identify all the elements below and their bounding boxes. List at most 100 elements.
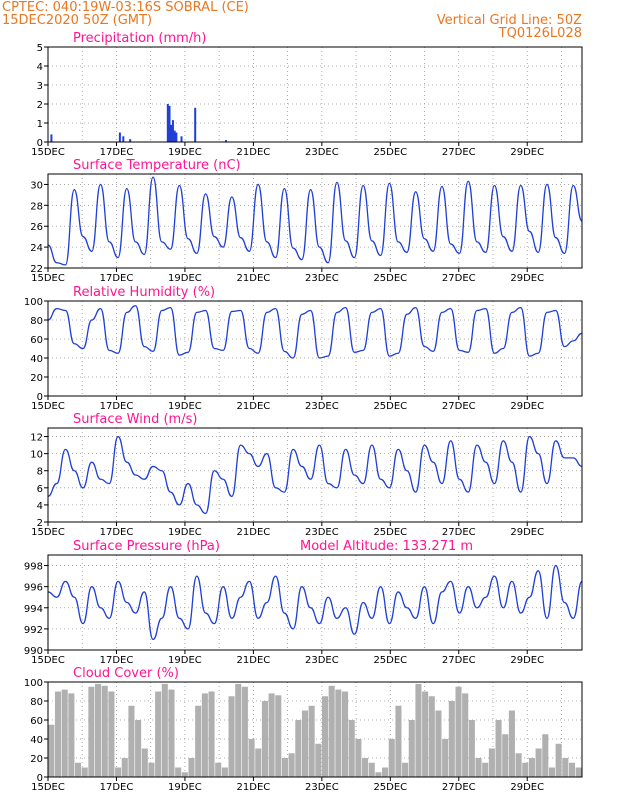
panel6-bar <box>522 762 529 777</box>
panel6-bar <box>68 693 75 777</box>
panel6-xtick-label: 27DEC <box>442 782 476 793</box>
panel6-ytick-label: 40 <box>30 735 43 746</box>
panel6-bar <box>502 734 509 777</box>
panel4-ytick-label: 2 <box>37 518 43 529</box>
panel2-ytick-label: 30 <box>30 180 43 191</box>
panel5-xtick-label: 15DEC <box>31 655 65 666</box>
panel2-xtick-label: 21DEC <box>237 273 271 284</box>
panel3-xtick-label: 19DEC <box>168 401 202 412</box>
panel6-bar <box>168 689 175 777</box>
panel6-bar <box>208 691 215 777</box>
panel4-xtick-label: 25DEC <box>373 527 407 538</box>
panel1-xtick-label: 29DEC <box>510 147 544 158</box>
panel3-ytick-label: 80 <box>30 316 43 327</box>
panel4-xtick-label: 27DEC <box>442 527 476 538</box>
panel3-ytick-label: 0 <box>37 392 43 403</box>
panel2-xtick-label: 27DEC <box>442 273 476 284</box>
panel6-bar <box>375 772 382 777</box>
panel6-bar <box>201 693 208 777</box>
panel5-frame <box>47 554 583 651</box>
panel1-ytick-label: 5 <box>37 43 43 54</box>
panel5-xtick-label: 27DEC <box>442 655 476 666</box>
panel6-bar <box>568 762 576 777</box>
panel6-xtick-label: 19DEC <box>168 782 202 793</box>
panel4-xtick-label: 17DEC <box>100 527 134 538</box>
panel6-bar <box>141 748 148 777</box>
panel4-ytick-label: 12 <box>30 433 43 444</box>
panel1-bar <box>166 104 169 142</box>
panel4-ytick-label: 10 <box>30 450 43 461</box>
panel2-frame <box>47 173 583 269</box>
panel1-title: Precipitation (mm/h) <box>73 31 206 46</box>
panel5-ytick-label: 996 <box>24 583 43 594</box>
panel6-bar <box>348 720 355 777</box>
panel6-bar <box>148 762 155 777</box>
panel6-bar <box>321 696 329 777</box>
panel6-bar <box>408 720 415 777</box>
panel6-ytick-label: 0 <box>37 773 43 784</box>
panel6-bar <box>382 767 389 777</box>
panel5-xtick-label: 21DEC <box>237 655 271 666</box>
panel6-bar <box>475 758 482 777</box>
panel6-bar <box>355 739 362 777</box>
panel6-xtick-label: 25DEC <box>373 782 407 793</box>
panel6-bar <box>462 693 469 777</box>
panel6-bar <box>575 767 582 777</box>
panel2-xtick-label: 17DEC <box>100 273 134 284</box>
panel6-bar <box>181 772 188 777</box>
panel3-series-line <box>47 305 583 359</box>
panel5-annotation: Model Altitude: 133.271 m <box>300 539 473 554</box>
panel6-bar <box>428 696 435 777</box>
panel6-bar <box>308 705 315 777</box>
panel6-bar <box>528 758 535 777</box>
panel6-bar <box>161 683 168 777</box>
panel6-frame <box>47 681 583 778</box>
panel6-bar <box>61 689 68 777</box>
panel1-bar <box>170 124 173 142</box>
panel5-xtick-label: 19DEC <box>168 655 202 666</box>
panel2-series-line <box>47 176 583 266</box>
panel3-xtick-label: 23DEC <box>305 401 339 412</box>
panel6-bar <box>281 758 288 777</box>
panel6-bar <box>288 753 295 777</box>
panel6-bar <box>342 691 349 777</box>
panel2-xtick-label: 19DEC <box>168 273 202 284</box>
panel1-xtick-label: 23DEC <box>305 147 339 158</box>
panel1-ytick-label: 2 <box>37 100 43 111</box>
panel6-bar <box>248 739 255 777</box>
panel1-xtick-label: 17DEC <box>100 147 134 158</box>
panel3-xtick-label: 27DEC <box>442 401 476 412</box>
model-code: TQ0126L028 <box>498 26 582 41</box>
panel5-ytick-label: 998 <box>24 562 43 573</box>
panel4-title: Surface Wind (m/s) <box>73 412 197 427</box>
panel4-xtick-label: 21DEC <box>237 527 271 538</box>
panel5-xtick-label: 25DEC <box>373 655 407 666</box>
panel6-bar <box>362 758 369 777</box>
panel3-ytick-label: 60 <box>30 335 43 346</box>
panel6-bar <box>261 701 268 777</box>
panel1-bar <box>173 130 176 142</box>
panel6-bar <box>495 720 502 777</box>
panel6-bar <box>301 710 309 777</box>
panel6-ytick-label: 60 <box>30 716 43 727</box>
panel1-ytick-label: 1 <box>37 119 43 130</box>
panel6-bar <box>328 685 335 777</box>
panel6-bar <box>562 758 569 777</box>
panel6-bar <box>402 762 409 777</box>
panel6-bar <box>221 767 228 777</box>
panel1-bar <box>194 107 197 142</box>
panel1-bar <box>180 136 183 142</box>
station-title: CPTEC: 040:19W-03:16S SOBRAL (CE) <box>2 0 249 15</box>
panel6-bar <box>175 767 182 777</box>
panel4-xtick-label: 15DEC <box>31 527 65 538</box>
panel1-bar <box>225 140 227 142</box>
panel3-xtick-label: 25DEC <box>373 401 407 412</box>
panel6-bar <box>368 762 375 777</box>
panel6-bar <box>268 693 275 777</box>
panel1-ytick-label: 4 <box>37 62 43 73</box>
panel6-bar <box>468 720 475 777</box>
panel5-ytick-label: 992 <box>24 625 43 636</box>
panel6-bar <box>422 691 429 777</box>
panel1-frame <box>47 46 583 143</box>
